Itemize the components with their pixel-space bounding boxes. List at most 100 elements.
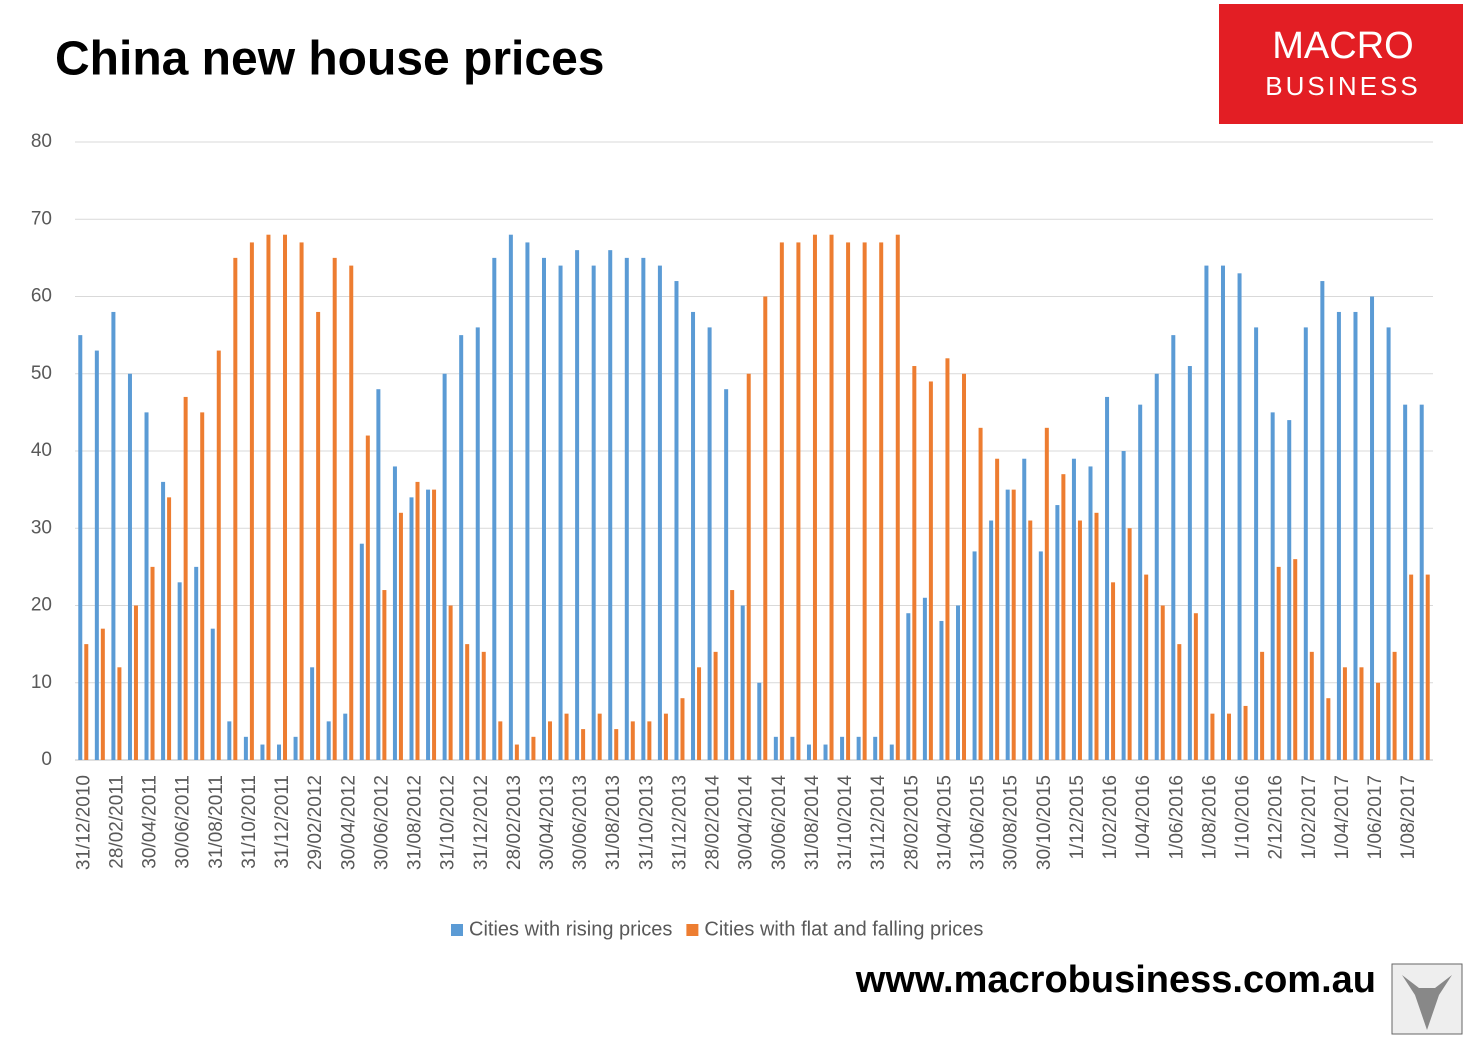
bar [1061,474,1066,760]
bar [1309,651,1314,760]
bar [283,234,288,760]
bar [829,234,834,760]
chart-title: China new house prices [55,33,604,86]
bar [912,366,917,760]
bar [906,613,911,760]
bar [1409,574,1414,760]
bar [1386,327,1391,760]
bar [680,698,685,760]
bar [127,373,132,760]
bar [591,265,596,760]
bar [922,597,927,760]
bar [541,257,546,760]
bar [1011,489,1016,760]
bar [216,350,221,760]
bar [1111,582,1116,760]
bar [989,520,994,760]
bar [1243,705,1248,760]
bar [1353,311,1358,760]
bar [608,250,613,760]
bar [956,605,961,760]
bar [326,721,331,760]
bar [359,543,364,760]
legend-label: Cities with flat and falling prices [704,918,983,940]
bar [1088,466,1093,760]
bar [895,234,900,760]
x-tick-label: 31/04/2015 [934,775,955,870]
bar [1376,682,1381,760]
wolf-icon [1402,975,1452,1030]
x-tick-label: 1/02/2017 [1299,775,1320,860]
bar [243,736,248,760]
bar [641,257,646,760]
x-tick-label: 31/08/2013 [603,775,624,870]
bar [630,721,635,760]
bar [492,257,497,760]
bar [1425,574,1430,760]
bar [233,257,238,760]
bar [161,481,166,760]
bar [194,566,199,760]
bar [144,412,149,760]
bar [442,373,447,760]
x-tick-label: 30/04/2013 [537,775,558,870]
bar [1293,559,1298,760]
bar [647,721,652,760]
bar [84,644,89,760]
bar [790,736,795,760]
x-tick-label: 31/12/2010 [73,775,94,870]
bar [508,234,513,760]
bar [1237,273,1242,760]
bar [978,427,983,760]
x-tick-label: 28/02/2014 [703,775,724,871]
x-tick-label: 1/08/2017 [1398,775,1419,860]
legend-swatch [451,924,463,936]
bar [1022,458,1027,760]
y-tick-label: 40 [31,440,52,461]
bar [740,605,745,760]
bar [1419,404,1424,760]
y-tick-label: 60 [31,286,52,307]
bar [862,242,867,761]
bar [210,628,215,760]
bar [1154,373,1159,760]
bar [796,242,801,761]
x-tick-label: 30/06/2013 [570,775,591,870]
bar [266,234,271,760]
bar [409,497,414,760]
bar [332,257,337,760]
bar [972,551,977,760]
bar [1127,528,1132,760]
bar [1336,311,1341,760]
bar [1144,574,1149,760]
bar [1038,551,1043,760]
bar [691,311,696,760]
bar [376,389,381,760]
x-tick-label: 29/02/2012 [305,775,326,870]
bar [846,242,851,761]
bar [167,497,172,760]
x-tick-label: 30/06/2014 [769,775,790,871]
bar [94,350,99,760]
bar [1303,327,1308,760]
y-tick-label: 70 [31,208,52,229]
x-tick-label: 28/02/2015 [901,775,922,870]
bar [1055,505,1060,760]
bar [757,682,762,760]
x-tick-label: 31/06/2015 [968,775,989,870]
bar [1105,396,1110,760]
x-tick-label: 30/04/2014 [736,775,757,871]
x-tick-label: 30/08/2015 [1001,775,1022,870]
bar [564,713,569,760]
bar [1370,296,1375,760]
bar [962,373,967,760]
bar [1260,651,1265,760]
x-tick-label: 31/08/2011 [206,775,227,869]
bar [1044,427,1049,760]
x-tick-label: 31/12/2011 [272,775,293,869]
bar [448,605,453,760]
x-tick-label: 2/12/2016 [1266,775,1287,860]
bar [624,257,629,760]
x-tick-label: 1/06/2017 [1365,775,1386,860]
bar [840,736,845,760]
